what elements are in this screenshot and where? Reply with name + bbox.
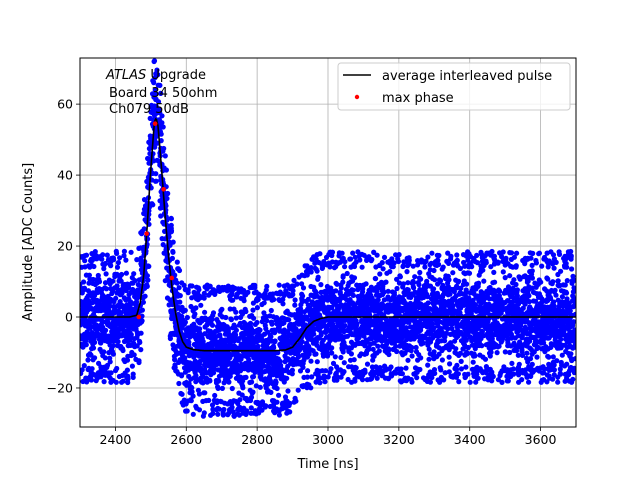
x-tick-label: 2400 (100, 432, 132, 447)
max-phase-layer (136, 121, 175, 320)
annotation-channel: Ch079 50dB (109, 102, 189, 117)
y-axis: −20 0 20 40 60 (47, 97, 80, 395)
x-tick-label: 2800 (241, 432, 273, 447)
x-axis: 2400 2600 2800 3000 3200 3400 3600 (100, 427, 557, 447)
y-tick-label: 60 (57, 97, 73, 112)
y-axis-label: Amplitude [ADC Counts] (21, 163, 36, 321)
max-phase-point (161, 186, 166, 192)
y-tick-label: −20 (47, 380, 73, 395)
annotation-atlas: ATLAS (105, 68, 146, 83)
y-tick-label: 20 (57, 239, 73, 254)
y-tick-label: 40 (57, 168, 73, 183)
x-tick-label: 3200 (383, 432, 415, 447)
legend-max-phase-swatch (354, 94, 360, 100)
atlas-annotation: ATLAS Upgrade Board 34 50ohm Ch079 50dB (105, 68, 217, 117)
x-axis-label: Time [ns] (296, 457, 358, 472)
x-tick-label: 3600 (525, 432, 557, 447)
legend: average interleaved pulse max phase (337, 62, 571, 111)
x-tick-label: 3000 (312, 432, 344, 447)
legend-max-phase-label: max phase (382, 91, 454, 106)
max-phase-point (152, 121, 158, 126)
sample-scatter (80, 58, 576, 419)
max-phase-point (144, 231, 149, 236)
average-pulse-line (80, 117, 576, 352)
max-phase-point (136, 314, 142, 320)
legend-average-label: average interleaved pulse (382, 69, 552, 84)
x-tick-label: 2600 (170, 432, 202, 447)
annotation-board: Board 34 50ohm (109, 86, 217, 101)
y-tick-label: 0 (65, 310, 73, 325)
x-tick-label: 3400 (454, 432, 486, 447)
legend-box (337, 62, 571, 111)
sample-points (80, 58, 576, 419)
annotation-upgrade: Upgrade (146, 68, 206, 83)
annotation-line1: ATLAS Upgrade (105, 68, 206, 83)
max-phase-point (169, 275, 175, 281)
average-pulse-layer (80, 117, 576, 352)
